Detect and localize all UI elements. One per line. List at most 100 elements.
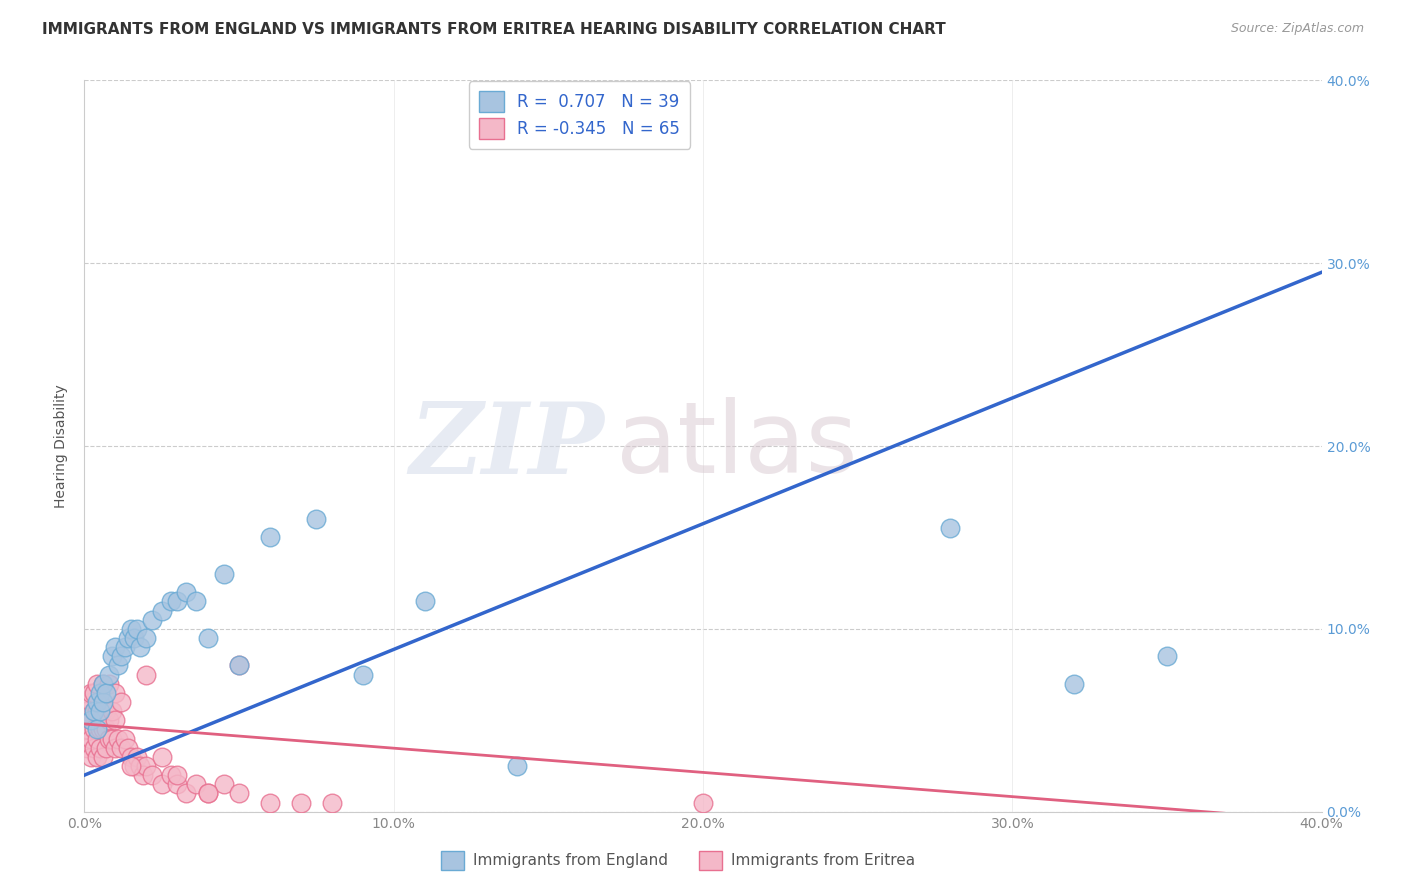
Point xyxy=(176,787,198,801)
Point xyxy=(110,649,132,664)
Point xyxy=(94,723,117,737)
Point xyxy=(135,667,157,681)
Point xyxy=(94,686,117,700)
Point xyxy=(110,740,132,755)
Point xyxy=(120,759,142,773)
Point xyxy=(98,676,121,690)
Point xyxy=(86,704,108,718)
Point xyxy=(83,723,105,737)
Point xyxy=(94,740,117,755)
Point xyxy=(98,667,121,681)
Point xyxy=(104,714,127,728)
Point xyxy=(114,640,136,655)
Point xyxy=(101,649,124,664)
Point xyxy=(104,686,127,700)
Point xyxy=(184,594,207,608)
Point xyxy=(79,695,101,709)
Point xyxy=(91,676,114,690)
Point xyxy=(76,740,98,755)
Point xyxy=(86,676,108,690)
Point xyxy=(1063,676,1085,690)
Point xyxy=(86,731,108,746)
Point xyxy=(129,759,152,773)
Point xyxy=(150,603,173,617)
Point xyxy=(166,777,188,791)
Point xyxy=(107,731,129,746)
Point xyxy=(101,704,124,718)
Point xyxy=(104,740,127,755)
Point xyxy=(125,622,148,636)
Point xyxy=(166,768,188,782)
Text: atlas: atlas xyxy=(616,398,858,494)
Point xyxy=(197,787,219,801)
Point xyxy=(305,512,328,526)
Point xyxy=(228,787,250,801)
Point xyxy=(150,777,173,791)
Text: ZIP: ZIP xyxy=(409,398,605,494)
Point xyxy=(506,759,529,773)
Point xyxy=(290,796,312,810)
Point xyxy=(104,640,127,655)
Point xyxy=(94,704,117,718)
Point xyxy=(141,613,163,627)
Point xyxy=(132,768,155,782)
Point xyxy=(79,686,101,700)
Point xyxy=(692,796,714,810)
Point xyxy=(122,759,145,773)
Legend: Immigrants from England, Immigrants from Eritrea: Immigrants from England, Immigrants from… xyxy=(433,843,922,877)
Point xyxy=(120,749,142,764)
Point xyxy=(352,667,374,681)
Point xyxy=(83,686,105,700)
Point xyxy=(101,731,124,746)
Point xyxy=(91,749,114,764)
Point xyxy=(79,749,101,764)
Point xyxy=(135,631,157,645)
Point xyxy=(120,622,142,636)
Point xyxy=(79,731,101,746)
Point xyxy=(76,704,98,718)
Point xyxy=(129,640,152,655)
Point xyxy=(86,723,108,737)
Point xyxy=(114,731,136,746)
Point xyxy=(228,658,250,673)
Point xyxy=(91,723,114,737)
Point xyxy=(91,695,114,709)
Point xyxy=(197,631,219,645)
Point xyxy=(259,796,281,810)
Point xyxy=(160,594,183,608)
Point xyxy=(91,704,114,718)
Point xyxy=(228,658,250,673)
Point xyxy=(176,585,198,599)
Point xyxy=(150,749,173,764)
Point xyxy=(259,530,281,544)
Point xyxy=(76,723,98,737)
Point xyxy=(122,631,145,645)
Point xyxy=(98,714,121,728)
Point xyxy=(79,714,101,728)
Point xyxy=(117,631,139,645)
Point xyxy=(89,686,111,700)
Point xyxy=(413,594,436,608)
Point xyxy=(166,594,188,608)
Point xyxy=(89,723,111,737)
Point xyxy=(86,695,108,709)
Point xyxy=(107,658,129,673)
Point xyxy=(117,740,139,755)
Point xyxy=(212,567,235,582)
Point xyxy=(79,714,101,728)
Point xyxy=(125,749,148,764)
Point xyxy=(321,796,343,810)
Point xyxy=(160,768,183,782)
Point xyxy=(135,759,157,773)
Text: Source: ZipAtlas.com: Source: ZipAtlas.com xyxy=(1230,22,1364,36)
Point xyxy=(89,740,111,755)
Point xyxy=(83,686,105,700)
Point xyxy=(86,749,108,764)
Point xyxy=(110,695,132,709)
Point xyxy=(141,768,163,782)
Point xyxy=(83,740,105,755)
Point xyxy=(98,731,121,746)
Point xyxy=(184,777,207,791)
Point xyxy=(1156,649,1178,664)
Point xyxy=(83,704,105,718)
